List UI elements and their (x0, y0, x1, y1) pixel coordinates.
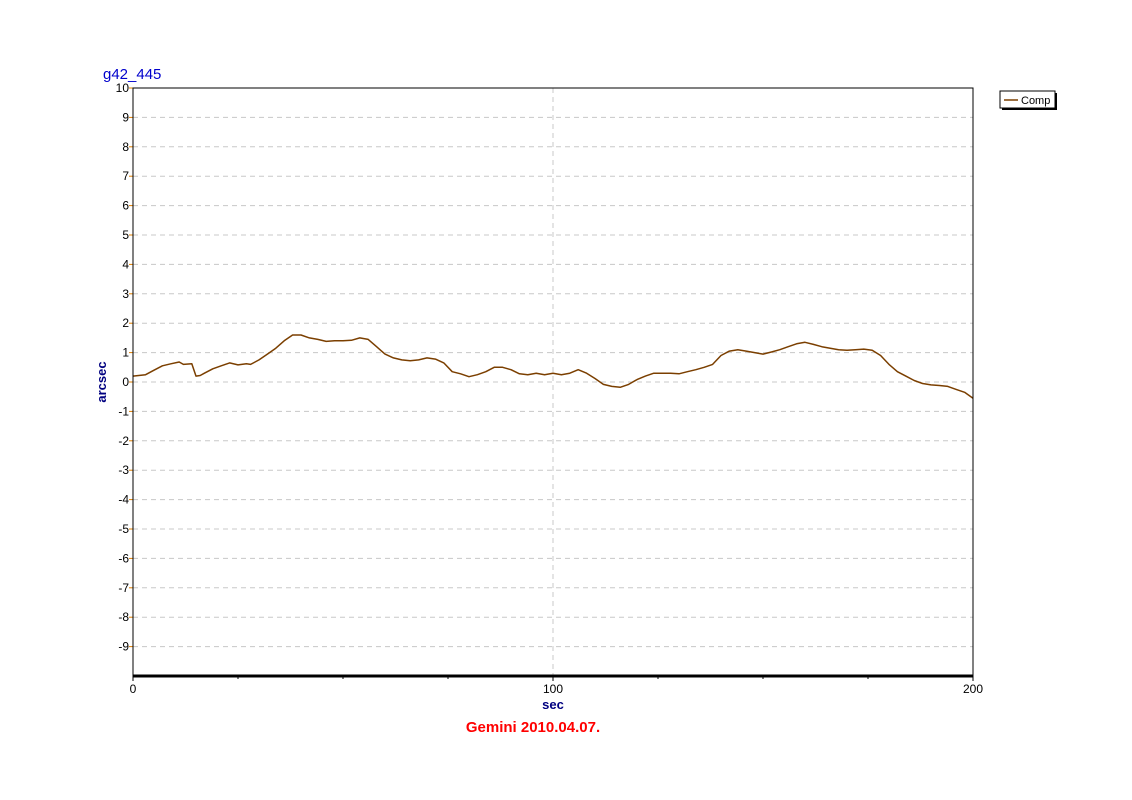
chart-title: g42_445 (103, 66, 161, 83)
legend-label-comp: Comp (1021, 95, 1050, 107)
y-tick-label: 5 (122, 228, 129, 242)
y-tick-label: 1 (122, 346, 129, 360)
y-tick-label: 0 (122, 375, 129, 389)
y-tick-label: 8 (122, 140, 129, 154)
y-tick-label: 3 (122, 287, 129, 301)
x-axis-title: sec (542, 697, 564, 712)
grid (133, 88, 973, 676)
series-layer (132, 334, 974, 399)
y-tick-label: 4 (122, 257, 129, 271)
y-tick-label: -3 (118, 463, 129, 477)
x-tick-label: 200 (963, 682, 983, 696)
series-line-comp (132, 334, 974, 399)
legend-box (999, 90, 1056, 109)
y-tick-label: 6 (122, 199, 129, 213)
y-tick-label: -5 (118, 522, 129, 536)
y-tick-label: 9 (122, 110, 129, 124)
y-tick-label: -8 (118, 610, 129, 624)
y-tick-label: -9 (118, 640, 129, 654)
y-tick-label: -1 (118, 404, 129, 418)
y-tick-label: 10 (116, 81, 130, 95)
y-tick-label: -7 (118, 581, 129, 595)
y-axis-title: arcsec (94, 361, 109, 402)
x-tick-label: 0 (130, 682, 137, 696)
chart-caption: Gemini 2010.04.07. (466, 719, 600, 736)
y-tick-label: 2 (122, 316, 129, 330)
y-tick-label: 7 (122, 169, 129, 183)
y-tick-label: -4 (118, 493, 129, 507)
y-tick-label: -2 (118, 434, 129, 448)
y-tick-label: -6 (118, 551, 129, 565)
x-tick-label: 100 (543, 682, 563, 696)
legend: Comp (999, 90, 1057, 110)
